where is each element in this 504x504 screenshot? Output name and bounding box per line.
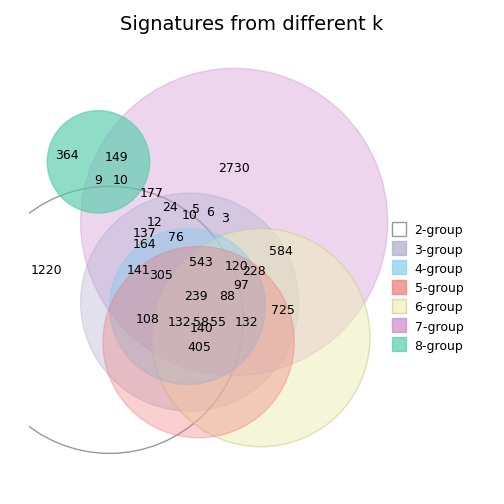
Text: 305: 305 — [149, 269, 173, 282]
Text: 364: 364 — [55, 149, 79, 162]
Circle shape — [152, 229, 370, 447]
Text: 725: 725 — [271, 304, 295, 318]
Circle shape — [103, 246, 294, 438]
Circle shape — [47, 111, 150, 213]
Text: 177: 177 — [140, 186, 164, 200]
Text: 55: 55 — [210, 316, 226, 329]
Text: 164: 164 — [133, 238, 156, 250]
Text: 141: 141 — [127, 265, 150, 277]
Text: 6: 6 — [206, 206, 214, 219]
Text: 239: 239 — [184, 290, 208, 303]
Text: 9: 9 — [94, 174, 102, 187]
Text: 58: 58 — [193, 316, 209, 329]
Text: 132: 132 — [168, 316, 191, 329]
Text: 140: 140 — [190, 322, 214, 335]
Text: 3: 3 — [221, 212, 229, 225]
Circle shape — [109, 229, 265, 385]
Text: 228: 228 — [242, 265, 266, 278]
Legend: 2-group, 3-group, 4-group, 5-group, 6-group, 7-group, 8-group: 2-group, 3-group, 4-group, 5-group, 6-gr… — [387, 219, 468, 358]
Text: 137: 137 — [133, 227, 156, 239]
Text: 97: 97 — [233, 279, 249, 292]
Circle shape — [81, 69, 388, 375]
Text: 2730: 2730 — [218, 162, 250, 175]
Text: 88: 88 — [220, 290, 235, 303]
Text: 24: 24 — [162, 201, 177, 214]
Text: 5: 5 — [193, 203, 201, 216]
Text: 120: 120 — [225, 260, 248, 273]
Text: 584: 584 — [269, 245, 293, 258]
Text: 543: 543 — [189, 257, 213, 269]
Circle shape — [0, 186, 243, 454]
Text: 1220: 1220 — [31, 265, 62, 277]
Text: 108: 108 — [136, 313, 159, 327]
Text: 149: 149 — [104, 151, 128, 164]
Text: 10: 10 — [113, 174, 129, 187]
Text: 76: 76 — [168, 231, 184, 244]
Text: 10: 10 — [182, 209, 198, 222]
Text: 132: 132 — [235, 316, 259, 329]
Text: 405: 405 — [187, 341, 211, 354]
Circle shape — [81, 193, 299, 411]
Text: 12: 12 — [147, 216, 163, 229]
Title: Signatures from different k: Signatures from different k — [120, 15, 384, 34]
